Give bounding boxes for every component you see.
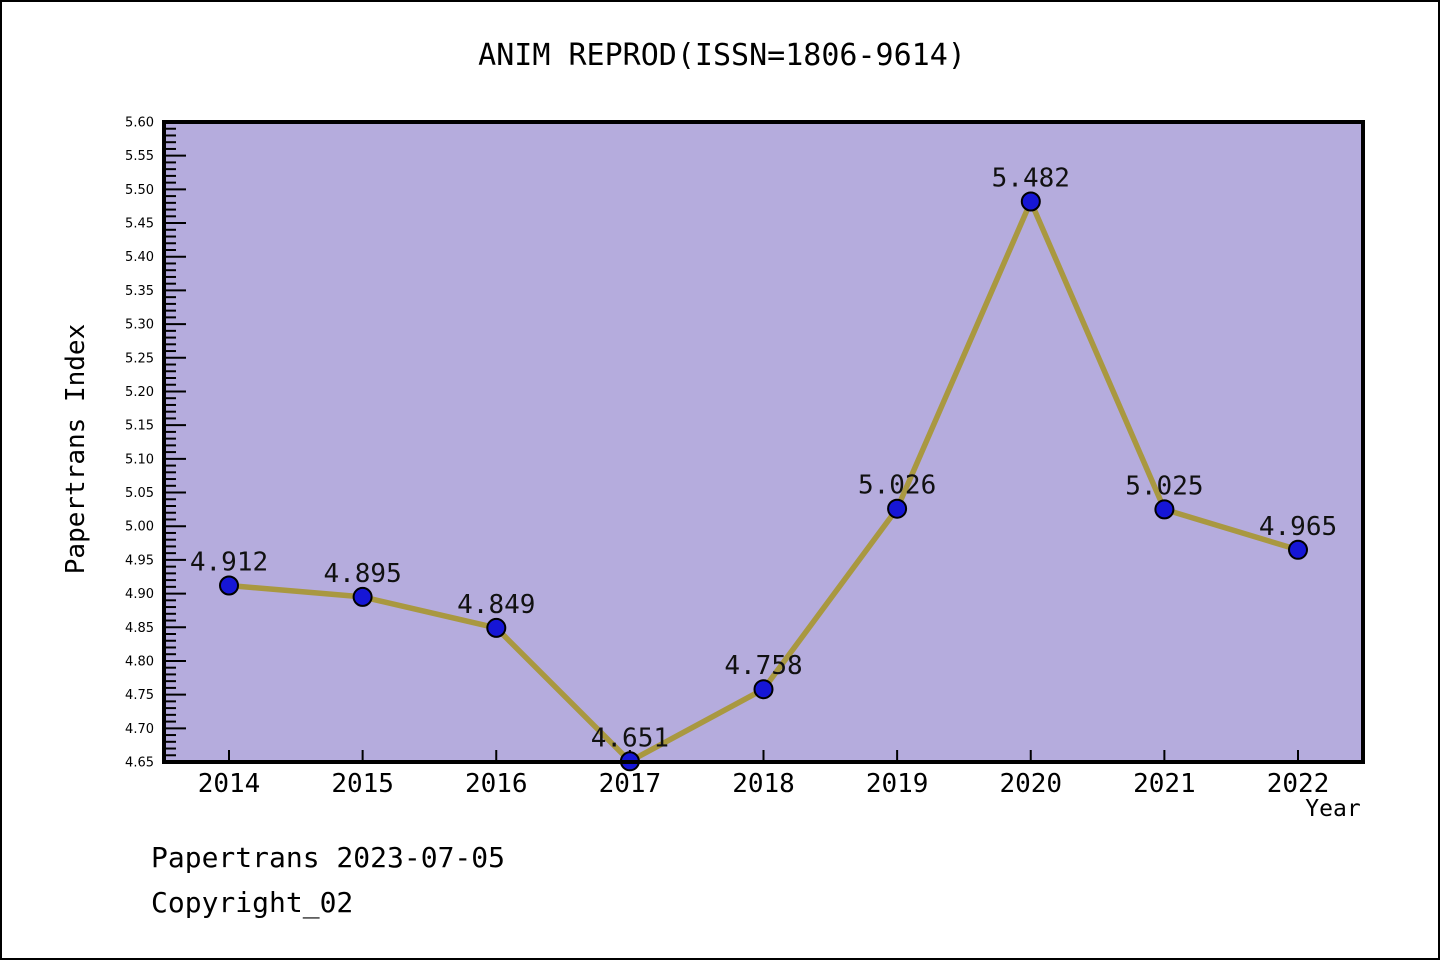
footer-copyright: Copyright_02 (151, 886, 354, 919)
y-tick-label: 5.05 (125, 486, 154, 501)
data-point (1020, 191, 1041, 212)
y-tick-label: 4.80 (125, 654, 154, 669)
data-point-label: 5.482 (992, 164, 1070, 194)
y-tick-label: 5.45 (125, 217, 154, 232)
y-tick-label: 4.90 (125, 587, 154, 602)
data-point (887, 498, 908, 519)
chart-title: ANIM REPROD(ISSN=1806-9614) (478, 38, 966, 73)
y-tick-label: 5.00 (125, 520, 154, 535)
y-tick-label: 4.95 (125, 553, 154, 568)
y-tick-label: 5.50 (125, 183, 154, 198)
data-point (352, 586, 373, 607)
y-tick-label: 5.40 (125, 250, 154, 265)
data-point (219, 575, 239, 596)
data-point (486, 617, 507, 638)
x-tick-label: 2021 (1133, 769, 1196, 799)
data-point (1154, 499, 1175, 520)
y-tick-label: 4.75 (125, 688, 154, 703)
plot-area (164, 122, 1363, 762)
data-point-label: 5.026 (858, 471, 936, 501)
x-tick-label: 2022 (1267, 769, 1330, 799)
data-point (1288, 539, 1308, 560)
data-point-label: 5.025 (1125, 471, 1203, 501)
x-tick-label: 2020 (999, 769, 1062, 799)
data-point-label: 4.965 (1259, 512, 1337, 542)
data-point-label: 4.651 (591, 723, 669, 753)
x-tick-label: 2018 (732, 769, 795, 799)
x-tick-label: 2014 (198, 769, 261, 799)
x-tick-label: 2015 (331, 769, 394, 799)
x-axis-title: Year (1305, 796, 1361, 822)
y-tick-label: 5.60 (125, 116, 154, 131)
data-point (753, 679, 774, 700)
y-tick-label: 5.35 (125, 284, 154, 299)
y-tick-label: 4.85 (125, 621, 154, 636)
y-tick-label: 5.25 (125, 351, 154, 366)
x-tick-label: 2017 (599, 769, 662, 799)
y-tick-label: 5.55 (125, 149, 154, 164)
x-tick-label: 2016 (465, 769, 528, 799)
x-tick-label: 2019 (866, 769, 929, 799)
data-point-label: 4.758 (724, 651, 802, 681)
y-axis-title: Papertrans Index (61, 323, 91, 575)
data-point-label: 4.912 (190, 548, 268, 578)
y-tick-label: 5.15 (125, 419, 154, 434)
y-tick-label: 5.30 (125, 318, 154, 333)
footer-date: Papertrans 2023-07-05 (151, 841, 506, 874)
y-tick-label: 4.70 (125, 722, 154, 737)
data-point-label: 4.895 (323, 559, 401, 589)
plot-frame (162, 120, 1365, 764)
data-point-label: 4.849 (457, 590, 535, 620)
y-tick-label: 5.20 (125, 385, 154, 400)
y-tick-label: 5.10 (125, 452, 154, 467)
y-tick-label: 4.65 (125, 756, 154, 771)
